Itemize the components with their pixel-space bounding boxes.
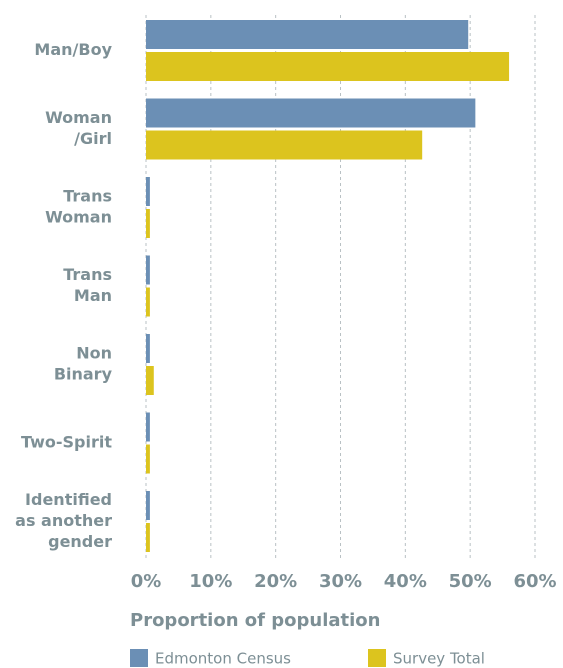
bar <box>146 209 150 238</box>
x-tick-label: 10% <box>189 571 232 592</box>
x-tick-label: 60% <box>513 571 556 592</box>
bar <box>146 412 150 442</box>
legend-label: Edmonton Census <box>155 650 291 668</box>
y-tick-label: as another <box>15 511 112 530</box>
bar <box>146 287 150 317</box>
x-tick-label: 30% <box>319 571 362 592</box>
bar <box>146 52 510 81</box>
bar <box>146 334 150 363</box>
bar <box>146 491 150 520</box>
legend-swatch <box>368 649 386 667</box>
y-tick-label: Woman <box>45 208 112 227</box>
y-tick-label: Man/Boy <box>34 40 112 59</box>
bar <box>146 444 150 474</box>
bar <box>146 366 154 395</box>
x-tick-label: 20% <box>254 571 297 592</box>
legend-swatch <box>130 649 148 667</box>
bar <box>146 130 423 160</box>
y-tick-label: Two-Spirit <box>21 433 112 452</box>
x-tick-label: 0% <box>131 571 162 592</box>
y-tick-label: Woman <box>45 108 112 127</box>
y-tick-label: /Girl <box>74 129 112 148</box>
bar <box>146 98 476 128</box>
y-tick-label: Binary <box>54 365 113 384</box>
x-tick-label: 50% <box>449 571 492 592</box>
bar <box>146 523 150 552</box>
bar <box>146 177 150 206</box>
bar <box>146 255 150 285</box>
y-tick-label: gender <box>48 532 112 551</box>
y-tick-label: Trans <box>63 265 112 284</box>
legend-label: Survey Total <box>393 650 485 668</box>
x-axis-label: Proportion of population <box>130 610 380 631</box>
y-tick-label: Identified <box>25 490 112 509</box>
x-tick-label: 40% <box>384 571 427 592</box>
y-tick-label: Man <box>74 286 112 305</box>
bar <box>146 20 469 49</box>
y-tick-label: Non <box>76 344 112 363</box>
y-tick-label: Trans <box>63 187 112 206</box>
